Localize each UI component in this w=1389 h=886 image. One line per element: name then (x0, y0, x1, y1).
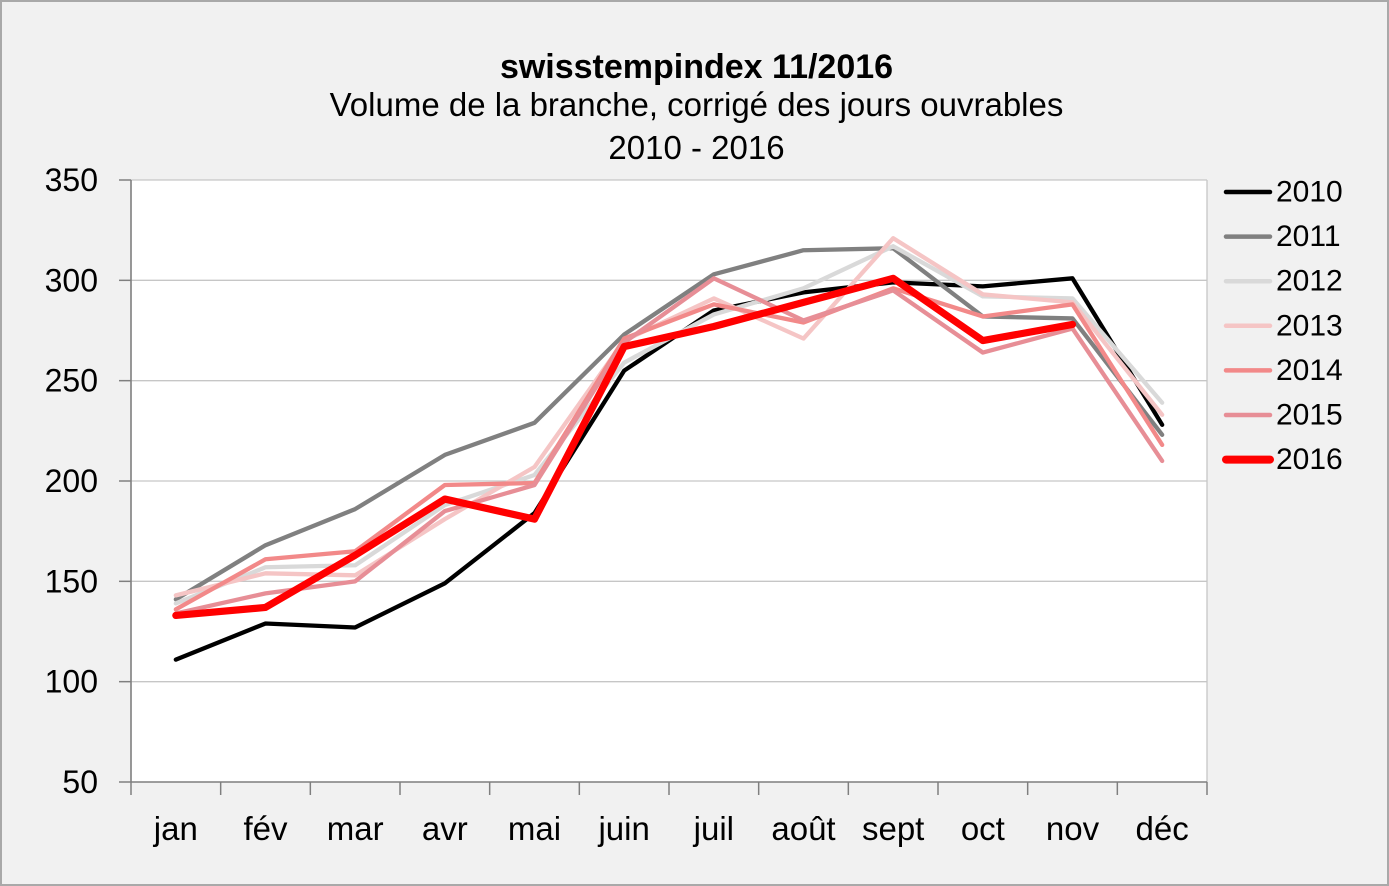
legend-label: 2014 (1276, 354, 1343, 387)
y-axis-label: 100 (45, 664, 98, 700)
legend-entry-2010: 2010 (1223, 176, 1343, 209)
x-axis-label: avr (422, 810, 468, 847)
y-axis-label: 300 (45, 262, 98, 298)
legend-entry-2013: 2013 (1223, 309, 1343, 342)
legend-entry-2011: 2011 (1223, 220, 1341, 253)
legend-entry-2014: 2014 (1223, 354, 1343, 387)
x-axis-label: sept (862, 810, 924, 847)
x-axis-label: juil (693, 810, 734, 847)
y-axis-label: 250 (45, 363, 98, 399)
x-axis-label: juin (597, 810, 649, 847)
chart-subtitle-years: 2010 - 2016 (608, 129, 785, 166)
x-axis-label: déc (1136, 810, 1189, 847)
y-axis-label: 150 (45, 563, 98, 599)
legend-label: 2010 (1276, 176, 1343, 209)
legend-label: 2015 (1276, 399, 1343, 432)
y-axis-label: 50 (62, 764, 98, 800)
legend-label: 2012 (1276, 265, 1343, 298)
legend-label: 2016 (1276, 443, 1343, 476)
legend-entry-2015: 2015 (1223, 399, 1343, 432)
x-axis-label: nov (1046, 810, 1100, 847)
legend-entry-2016: 2016 (1222, 443, 1343, 476)
x-axis-label: mai (508, 810, 561, 847)
legend-label: 2011 (1276, 220, 1341, 253)
x-axis-label: mar (327, 810, 384, 847)
chart-title: swisstempindex 11/2016 (499, 48, 894, 86)
legend-entry-2012: 2012 (1223, 265, 1343, 298)
y-axis-label: 200 (45, 463, 98, 499)
x-axis-label: fév (243, 810, 288, 847)
x-axis-label: août (771, 810, 835, 847)
chart-subtitle: Volume de la branche, corrigé des jours … (329, 86, 1064, 123)
x-axis-label: jan (153, 810, 198, 847)
y-axis-label: 350 (45, 162, 98, 198)
series-line-2015 (173, 276, 1165, 616)
series-line-2011 (173, 246, 1165, 602)
series-line-2016 (172, 274, 1077, 620)
x-axis-label: oct (961, 810, 1005, 847)
legend-label: 2013 (1276, 309, 1343, 342)
series-line-2014 (173, 286, 1165, 612)
